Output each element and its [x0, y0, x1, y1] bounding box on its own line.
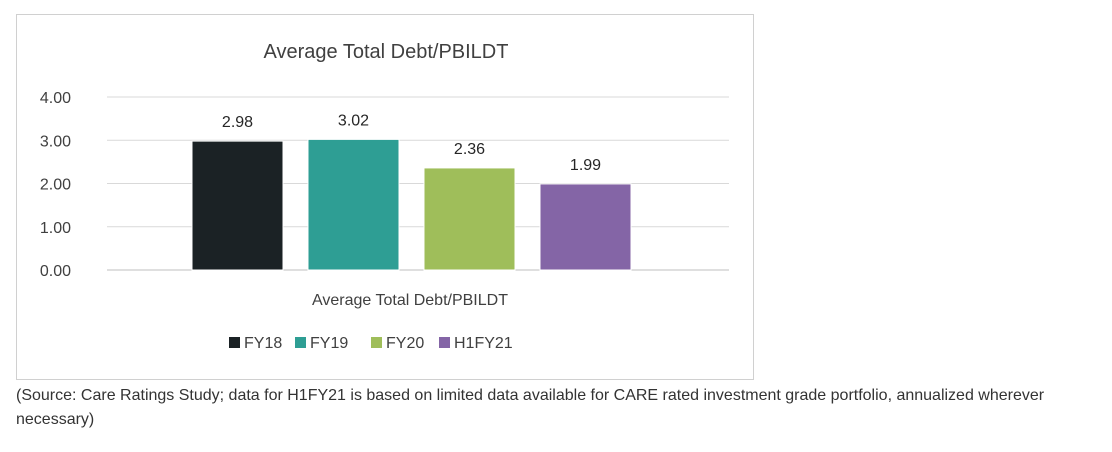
bar-fy18: [191, 140, 284, 271]
bar-chart: Average Total Debt/PBILDT 0.00 1.00 2.00 3.…: [40, 41, 729, 352]
bar-fy20: [423, 167, 516, 271]
legend-swatch-h1fy21: [439, 337, 450, 348]
legend-label-fy20: FY20: [386, 335, 424, 352]
y-axis-ticks: 0.00 1.00 2.00 3.00 4.00: [40, 90, 71, 280]
legend-label-h1fy21: H1FY21: [454, 335, 513, 352]
y-tick-label: 0.00: [40, 263, 71, 280]
data-label-fy19: 3.02: [338, 112, 369, 129]
y-tick-label: 4.00: [40, 90, 71, 107]
data-label-fy20: 2.36: [454, 141, 485, 158]
legend-swatch-fy18: [229, 337, 240, 348]
bars: [191, 138, 632, 271]
data-labels: 2.98 3.02 2.36 1.99: [222, 112, 601, 174]
bar-fy19: [307, 138, 400, 271]
y-tick-label: 2.00: [40, 177, 71, 194]
y-tick-label: 1.00: [40, 220, 71, 237]
source-note: (Source: Care Ratings Study; data for H1…: [16, 387, 1045, 428]
legend-swatch-fy19: [295, 337, 306, 348]
chart-frame: Average Total Debt/PBILDT 0.00 1.00 2.00 3.…: [16, 14, 754, 380]
legend-swatch-fy20: [371, 337, 382, 348]
legend-label-fy19: FY19: [310, 335, 348, 352]
legend: FY18 FY19 FY20 H1FY21: [229, 335, 513, 352]
bar-h1fy21: [539, 183, 632, 271]
chart-title: Average Total Debt/PBILDT: [264, 41, 509, 63]
data-label-h1fy21: 1.99: [570, 157, 601, 174]
y-tick-label: 3.00: [40, 133, 71, 150]
data-label-fy18: 2.98: [222, 114, 253, 131]
x-axis-label: Average Total Debt/PBILDT: [312, 292, 508, 309]
legend-label-fy18: FY18: [244, 335, 282, 352]
